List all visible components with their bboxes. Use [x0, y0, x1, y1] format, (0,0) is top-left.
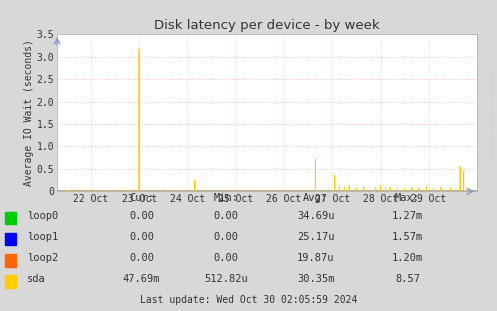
- Title: Disk latency per device - by week: Disk latency per device - by week: [155, 19, 380, 32]
- Text: 0.00: 0.00: [214, 253, 239, 263]
- Text: RRDTOOL / TOBI OETIKER: RRDTOOL / TOBI OETIKER: [489, 74, 494, 156]
- Text: Last update: Wed Oct 30 02:05:59 2024: Last update: Wed Oct 30 02:05:59 2024: [140, 295, 357, 305]
- Text: 0.00: 0.00: [129, 253, 154, 263]
- Text: 47.69m: 47.69m: [123, 274, 161, 284]
- Text: Min:: Min:: [214, 193, 239, 202]
- Y-axis label: Average IO Wait (seconds): Average IO Wait (seconds): [24, 39, 34, 186]
- Text: 25.17u: 25.17u: [297, 232, 334, 242]
- Text: 30.35m: 30.35m: [297, 274, 334, 284]
- Text: 512.82u: 512.82u: [204, 274, 248, 284]
- Text: 1.57m: 1.57m: [392, 232, 423, 242]
- Text: 0.00: 0.00: [129, 211, 154, 220]
- Text: 19.87u: 19.87u: [297, 253, 334, 263]
- Text: 8.57: 8.57: [395, 274, 420, 284]
- Text: Max:: Max:: [395, 193, 420, 202]
- Text: 0.00: 0.00: [214, 211, 239, 220]
- Text: Cur:: Cur:: [129, 193, 154, 202]
- Text: loop1: loop1: [27, 232, 59, 242]
- Text: 0.00: 0.00: [129, 232, 154, 242]
- Text: 0.00: 0.00: [214, 232, 239, 242]
- Text: loop0: loop0: [27, 211, 59, 220]
- Text: sda: sda: [27, 274, 46, 284]
- Text: loop2: loop2: [27, 253, 59, 263]
- Text: 1.20m: 1.20m: [392, 253, 423, 263]
- Text: 34.69u: 34.69u: [297, 211, 334, 220]
- Text: Avg:: Avg:: [303, 193, 328, 202]
- Text: 1.27m: 1.27m: [392, 211, 423, 220]
